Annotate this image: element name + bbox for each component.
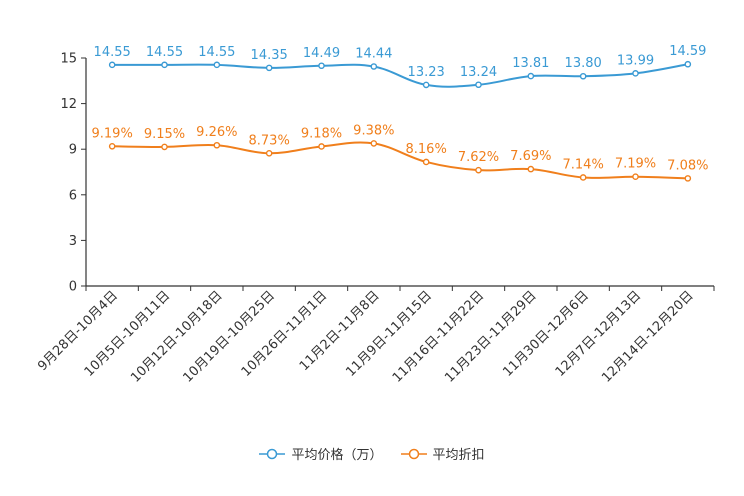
data-point: [213, 141, 221, 149]
data-label: 7.62%: [458, 150, 499, 165]
legend-line-marker-icon: [259, 448, 286, 459]
series-1: 9.19% 9.15% 9.26% 8.73% 9.18% 9.38% 8.16% 7.62%…: [92, 123, 708, 182]
data-point: [370, 140, 378, 147]
data-label: 14.55: [146, 45, 183, 60]
legend-label-discount: 平均折扣: [432, 448, 485, 463]
data-label: 14.59: [669, 44, 706, 59]
data-label: 13.23: [408, 65, 445, 80]
data-point: [422, 158, 430, 166]
data-label: 9.18%: [301, 126, 342, 141]
y-tick-label: 3: [69, 234, 77, 249]
x-tick-label: 10月19日-10月25日: [181, 288, 278, 385]
data-point: [475, 81, 482, 89]
data-label: 14.44: [355, 47, 392, 62]
data-point: [161, 143, 168, 151]
data-point: [161, 61, 168, 69]
data-label: 13.99: [617, 53, 654, 68]
data-label: 14.49: [303, 46, 340, 61]
data-point: [475, 166, 482, 174]
series-line: [112, 141, 688, 180]
series-0: 14.55 14.55 14.55 14.35 14.49 14.44 13.23 13.24…: [94, 44, 706, 89]
y-tick-label: 15: [60, 52, 77, 67]
data-label: 7.14%: [563, 157, 604, 172]
data-point: [579, 72, 587, 80]
data-label: 8.73%: [249, 133, 290, 148]
data-point: [265, 64, 273, 72]
data-point: [213, 61, 221, 69]
x-tick-label: 10月12日-10月18日: [128, 288, 225, 385]
chart-axes: 036912159月28日-10月4日10月5日-10月11日10月12日-10…: [35, 52, 715, 386]
data-point: [318, 62, 325, 70]
chart-legend: 平均价格（万） 平均折扣: [0, 444, 744, 463]
data-point: [108, 143, 116, 150]
data-label: 14.55: [94, 45, 131, 60]
y-tick-label: 12: [60, 97, 77, 112]
data-label: 9.26%: [196, 125, 237, 140]
data-point: [108, 61, 116, 69]
data-label: 14.35: [251, 48, 288, 63]
data-label: 13.24: [460, 65, 497, 80]
y-tick-label: 6: [69, 188, 77, 203]
series-layer: 14.55 14.55 14.55 14.35 14.49 14.44 13.23 13.24…: [92, 44, 708, 182]
line-chart: 036912159月28日-10月4日10月5日-10月11日10月12日-10…: [35, 44, 715, 386]
data-label: 7.19%: [615, 157, 656, 172]
series-line: [112, 63, 689, 88]
y-tick-label: 0: [69, 280, 77, 295]
legend-item-discount[interactable]: 平均折扣: [400, 444, 485, 463]
data-point: [579, 174, 587, 181]
data-label: 9.19%: [92, 126, 133, 141]
data-label: 7.08%: [667, 158, 708, 173]
data-label: 8.16%: [406, 142, 447, 157]
data-point: [370, 63, 378, 70]
y-tick-label: 9: [69, 143, 77, 158]
data-point: [632, 173, 639, 181]
data-point: [527, 72, 535, 80]
data-label: 13.81: [512, 56, 549, 71]
x-tick-label: 11月16日-11月22日: [390, 288, 487, 385]
data-point: [684, 60, 692, 68]
data-point: [632, 70, 639, 77]
x-tick-label: 12月14日-12月20日: [599, 288, 696, 385]
data-point: [422, 81, 430, 89]
x-tick-label: 11月23日-11月29日: [442, 288, 539, 385]
data-point: [527, 165, 535, 173]
data-label: 9.15%: [144, 127, 185, 142]
data-label: 14.55: [198, 45, 235, 60]
legend-line-marker-icon: [400, 448, 427, 459]
data-label: 7.69%: [510, 149, 551, 164]
data-label: 9.38%: [353, 123, 394, 138]
data-label: 13.80: [565, 56, 602, 71]
legend-label-price: 平均价格（万）: [291, 448, 383, 463]
data-point: [318, 143, 325, 150]
data-point: [684, 175, 692, 182]
legend-item-price[interactable]: 平均价格（万）: [259, 444, 383, 463]
data-point: [265, 150, 273, 157]
